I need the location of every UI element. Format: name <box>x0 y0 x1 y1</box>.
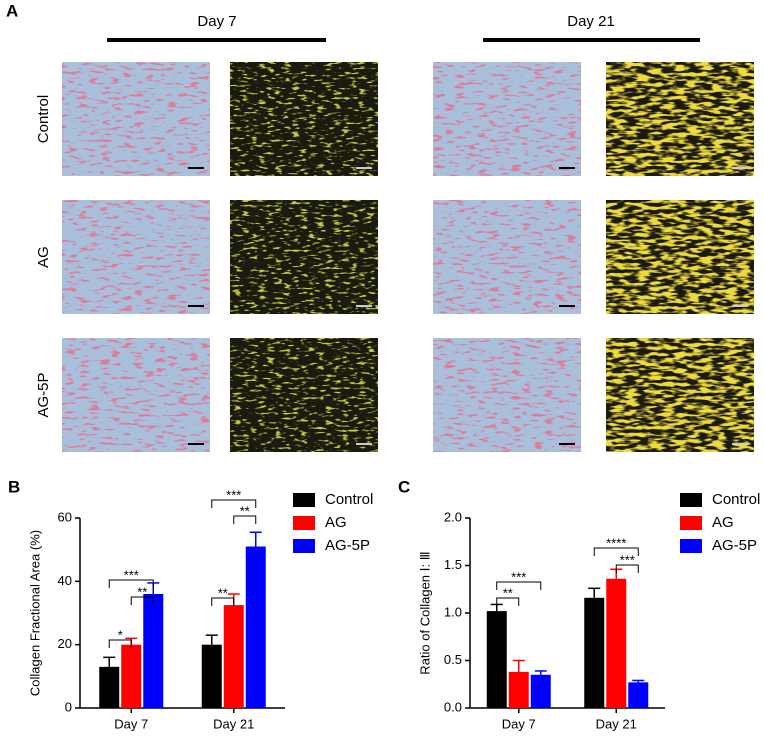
texture <box>62 338 210 452</box>
bar <box>201 644 222 708</box>
y-axis-label: Ratio of Collagen Ⅰ: Ⅲ <box>417 551 432 674</box>
legend-swatch <box>293 493 315 507</box>
bar <box>223 605 244 708</box>
texture <box>606 338 754 452</box>
significance-bracket <box>615 564 639 573</box>
bar <box>584 597 605 708</box>
panel-label: A <box>6 1 18 20</box>
panel-label: B <box>8 477 20 496</box>
bar <box>530 674 551 708</box>
bar <box>606 578 627 708</box>
legend-label: Control <box>712 491 760 508</box>
significance-label: ** <box>218 585 228 600</box>
texture <box>62 62 210 176</box>
significance-bracket <box>108 639 132 648</box>
row-label: AG <box>35 246 52 268</box>
significance-label: ** <box>137 584 147 599</box>
texture <box>606 200 754 314</box>
texture <box>230 200 378 314</box>
bar <box>121 644 142 708</box>
y-tick-label: 20 <box>58 636 72 651</box>
legend-label: Control <box>325 491 373 508</box>
significance-label: *** <box>226 487 241 502</box>
y-tick-label: 0.0 <box>444 699 462 714</box>
legend-swatch <box>680 516 702 530</box>
legend-swatch <box>293 516 315 530</box>
significance-label: **** <box>606 535 626 550</box>
significance-bracket <box>211 597 235 606</box>
y-tick-label: 60 <box>58 509 72 524</box>
x-tick-label: Day 7 <box>114 716 148 731</box>
texture <box>433 338 581 452</box>
y-tick-label: 40 <box>58 573 72 588</box>
x-tick-label: Day 21 <box>213 716 254 731</box>
significance-label: *** <box>511 569 526 584</box>
significance-label: *** <box>620 552 635 567</box>
x-tick-label: Day 7 <box>502 716 536 731</box>
significance-bracket <box>233 515 257 524</box>
y-tick-label: 0 <box>65 699 72 714</box>
legend-label: AG <box>712 514 734 531</box>
y-axis-label: Collagen Fractional Area (%) <box>27 530 42 696</box>
legend-label: AG <box>325 514 347 531</box>
micrographs <box>62 62 754 452</box>
column-header: Day 21 <box>567 13 615 30</box>
y-tick-label: 1.0 <box>444 604 462 619</box>
x-tick-label: Day 21 <box>596 716 637 731</box>
row-label: Control <box>35 95 52 143</box>
significance-bracket <box>130 596 154 605</box>
legend-swatch <box>680 539 702 553</box>
panel-label: C <box>398 477 410 496</box>
y-tick-label: 2.0 <box>444 509 462 524</box>
legend-label: AG-5P <box>712 537 757 554</box>
texture <box>230 338 378 452</box>
significance-bracket <box>496 581 542 590</box>
texture <box>230 62 378 176</box>
texture <box>62 200 210 314</box>
significance-label: ** <box>240 503 250 518</box>
texture <box>433 200 581 314</box>
y-tick-label: 0.5 <box>444 652 462 667</box>
significance-label: *** <box>124 567 139 582</box>
column-header: Day 7 <box>197 13 236 30</box>
significance-bracket <box>108 579 154 588</box>
significance-bracket <box>211 499 257 508</box>
row-label: AG-5P <box>35 372 52 417</box>
significance-label: * <box>118 627 123 642</box>
bar <box>628 682 649 708</box>
significance-bracket <box>496 597 520 606</box>
bar <box>486 611 507 708</box>
legend-swatch <box>293 539 315 553</box>
significance-label: ** <box>503 585 513 600</box>
texture <box>433 62 581 176</box>
legend-swatch <box>680 493 702 507</box>
texture <box>606 62 754 176</box>
significance-bracket <box>593 547 639 556</box>
bar <box>508 671 529 708</box>
legend-label: AG-5P <box>325 537 370 554</box>
bar <box>245 546 266 708</box>
bar <box>99 666 120 708</box>
bar <box>143 594 164 708</box>
y-tick-label: 1.5 <box>444 557 462 572</box>
